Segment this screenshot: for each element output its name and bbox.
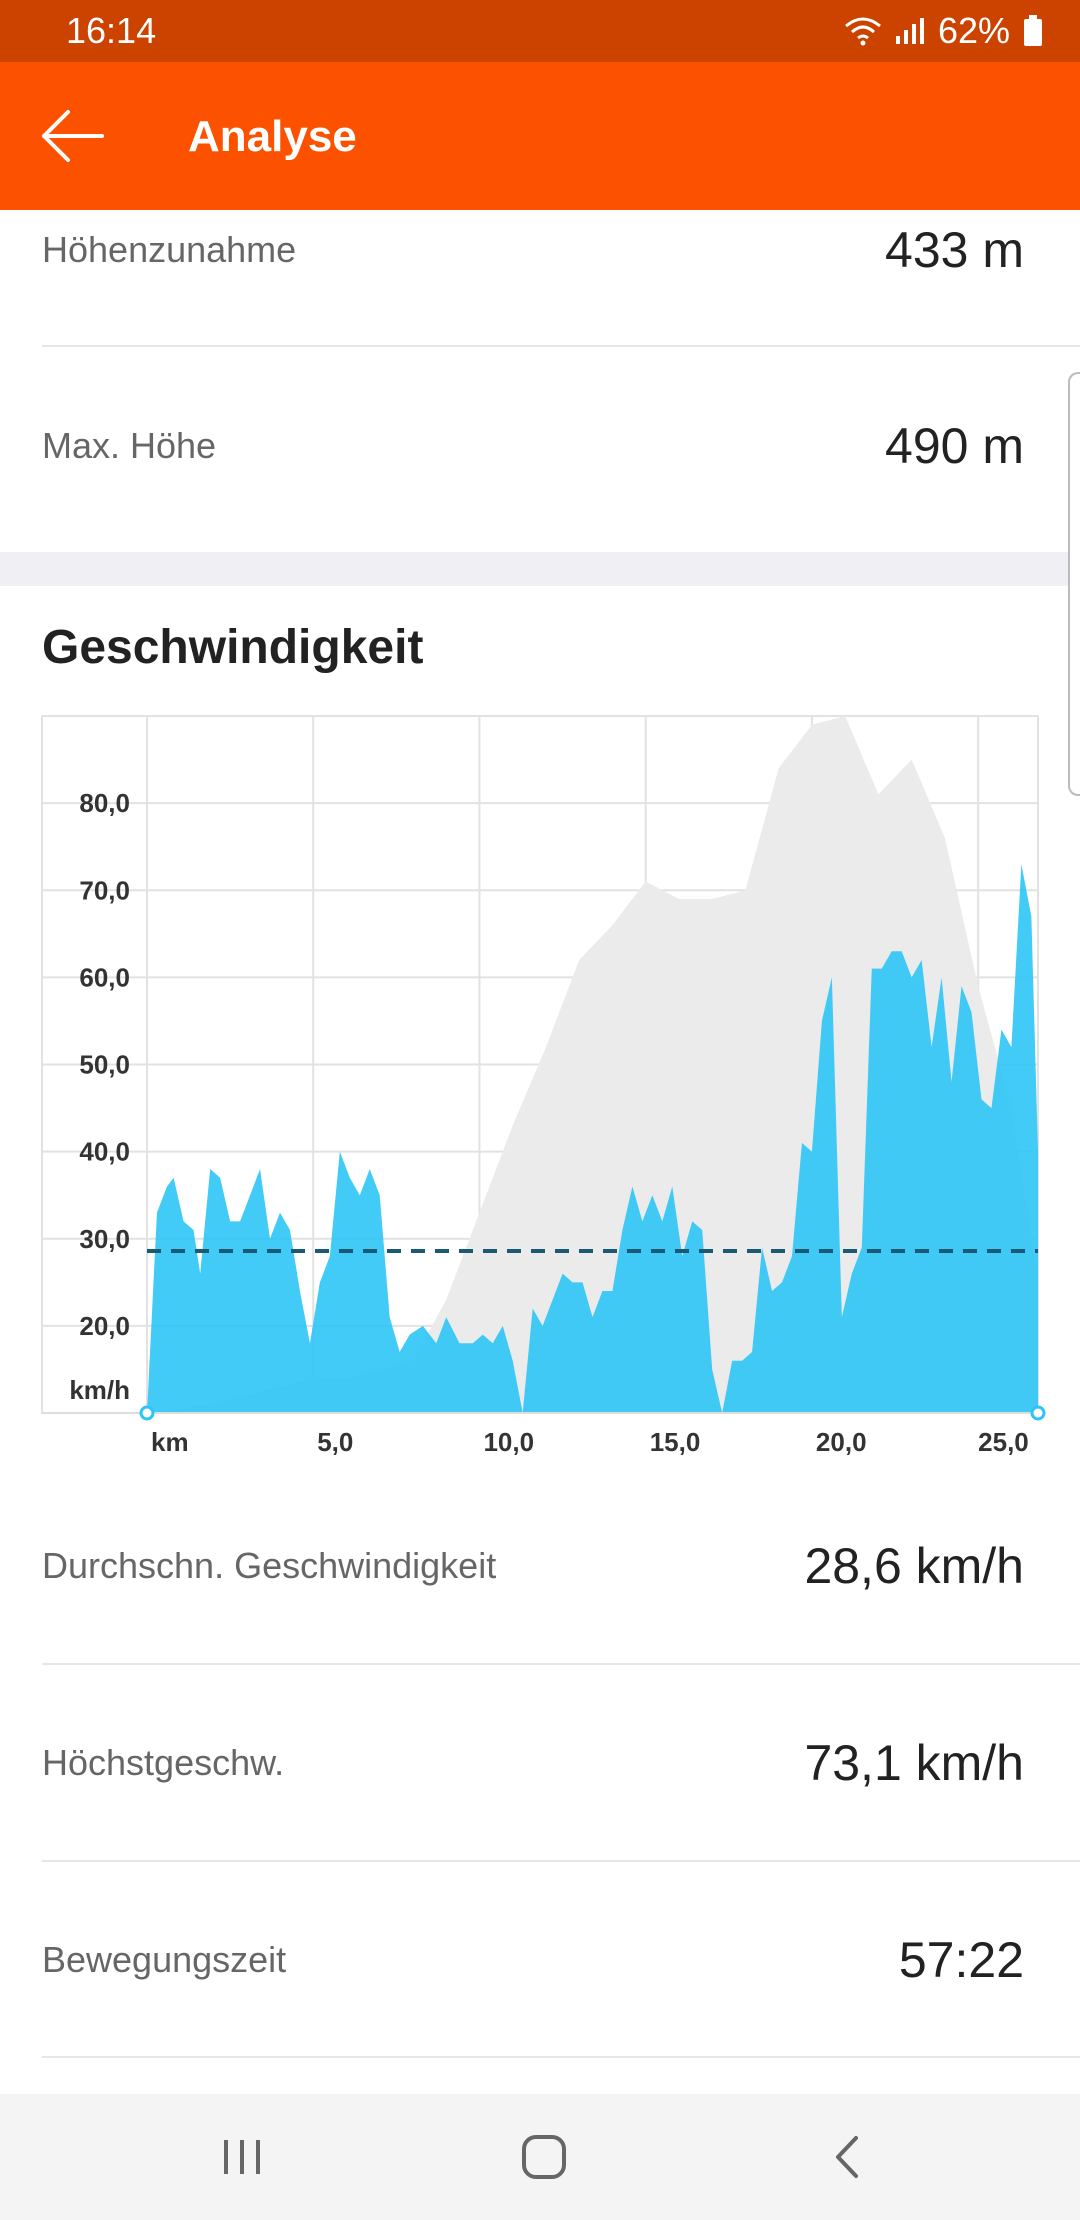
x-tick-label: 10,0	[483, 1427, 534, 1457]
y-tick-label: 60,0	[79, 962, 130, 992]
system-nav-bar	[0, 2094, 1080, 2220]
speed-chart: 20,0 30,0 40,0 50,0 60,0 70,0 80,0 km/h km 5,0 10,…	[0, 700, 1080, 1460]
scroll-handle[interactable]	[1068, 372, 1080, 796]
app-bar: Analyse	[0, 62, 1080, 210]
stat-label: Höhenzunahme	[42, 229, 297, 270]
stat-row-max-speed: Höchstgeschw. 73,1 km/h	[42, 1665, 1080, 1861]
stat-value: 433 m	[885, 222, 1024, 278]
stat-label: Max. Höhe	[42, 425, 217, 466]
stat-value: 57:22	[898, 1932, 1024, 1988]
back-arrow-icon[interactable]	[38, 106, 108, 166]
y-tick-label: 30,0	[79, 1224, 130, 1254]
stat-value: 73,1 km/h	[804, 1735, 1024, 1791]
stat-label: Bewegungszeit	[42, 1939, 287, 1980]
stat-row-max-elevation: Max. Höhe 490 m	[42, 348, 1080, 544]
x-tick-label: 20,0	[816, 1427, 867, 1457]
section-separator	[0, 552, 1080, 586]
status-time: 16:14	[66, 10, 157, 51]
y-tick-label: 80,0	[79, 788, 130, 818]
back-icon[interactable]	[818, 2132, 878, 2182]
x-tick-label: 25,0	[978, 1427, 1029, 1457]
stat-row-average-speed: Durchschn. Geschwindigkeit 28,6 km/h	[42, 1468, 1080, 1664]
stat-label: Durchschn. Geschwindigkeit	[42, 1545, 497, 1586]
range-start-handle	[139, 1405, 155, 1421]
signal-icon	[895, 18, 924, 44]
speed-chart-svg: 20,0 30,0 40,0 50,0 60,0 70,0 80,0 km/h km 5,0 10,…	[41, 715, 1046, 1457]
battery-percent: 62%	[937, 10, 1010, 51]
recent-apps-icon[interactable]	[212, 2132, 272, 2182]
status-icons: 62%	[844, 10, 1044, 52]
y-tick-label: 40,0	[79, 1137, 130, 1167]
stat-value: 490 m	[885, 418, 1024, 474]
divider	[42, 2056, 1080, 2058]
section-title-speed: Geschwindigkeit	[42, 621, 424, 674]
divider	[42, 1663, 1080, 1665]
home-icon[interactable]	[514, 2132, 574, 2182]
stat-value: 28,6 km/h	[804, 1538, 1024, 1594]
stat-row-elevation-gain: Höhenzunahme 433 m	[42, 152, 1080, 348]
wifi-icon	[844, 17, 881, 46]
divider	[42, 345, 1080, 347]
page-title: Analyse	[188, 112, 357, 161]
stat-row-moving-time: Bewegungszeit 57:22	[42, 1862, 1080, 2058]
y-tick-label: 70,0	[79, 875, 130, 905]
x-tick-label: 5,0	[317, 1427, 353, 1457]
stat-label: Höchstgeschw.	[42, 1742, 285, 1783]
y-axis-unit-label: km/h	[69, 1375, 130, 1405]
y-tick-label: 20,0	[79, 1311, 130, 1341]
x-axis-unit-label: km	[151, 1427, 189, 1457]
battery-icon	[1024, 15, 1042, 46]
divider	[42, 1860, 1080, 1862]
range-end-handle	[1030, 1405, 1046, 1421]
x-tick-label: 15,0	[650, 1427, 701, 1457]
speed-area	[147, 864, 1038, 1413]
y-tick-label: 50,0	[79, 1050, 130, 1080]
status-bar: 16:14 62%	[0, 0, 1080, 62]
